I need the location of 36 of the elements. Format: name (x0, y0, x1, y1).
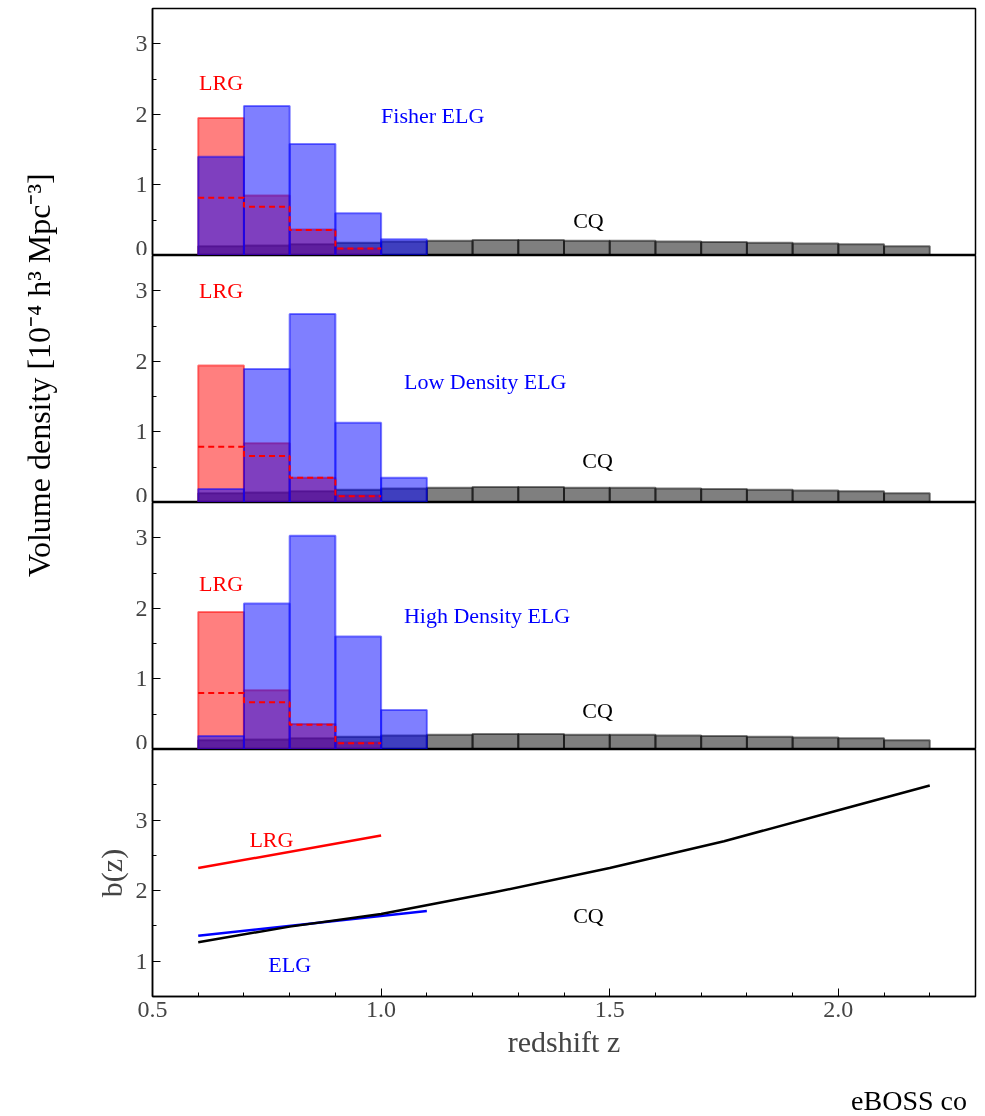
x-tick-label: 1.0 (366, 995, 397, 1022)
series-label: LRG (249, 827, 294, 853)
series-label: LRG (199, 70, 244, 96)
series-label: CQ (582, 698, 613, 724)
y-tick-label: 3 (135, 30, 148, 57)
y-tick-label: 0 (135, 481, 148, 508)
y-tick-label: 1 (135, 171, 148, 198)
y-tick-label: 1 (135, 418, 148, 445)
y-tick-label: 3 (135, 524, 148, 551)
y-tick-label: 2 (135, 594, 148, 621)
y-tick-label: 2 (135, 877, 148, 904)
text: LRG (199, 278, 244, 304)
x-tick-label: 1.5 (594, 995, 625, 1022)
series-label: ELG (268, 952, 312, 978)
y-tick-label: 2 (135, 347, 148, 374)
series-label: Low Density ELG (403, 368, 567, 394)
y-tick-label: 1 (135, 665, 148, 692)
y-tick-label: 0 (135, 728, 148, 755)
y-tick-label: 0 (135, 234, 148, 261)
y-tick-label: 3 (135, 277, 148, 304)
series-label: CQ (573, 207, 604, 233)
text: eBOSS co (851, 1084, 967, 1116)
series-label: LRG (199, 571, 244, 597)
x-tick-label: 2.0 (823, 995, 854, 1022)
y-tick-label: 3 (135, 806, 148, 833)
y-axis-title: Volume density [10⁻⁴ h³ Mpc⁻³] (20, 173, 59, 577)
line-series (196, 784, 932, 944)
text: Fisher ELG (381, 103, 485, 129)
series-label: CQ (582, 447, 613, 473)
x-tick-label: 0.5 (137, 995, 168, 1022)
y-tick-label: 1 (135, 947, 148, 974)
x-axis-title: redshift z (507, 1024, 621, 1058)
series-label: CQ (573, 902, 604, 928)
y-tick-label: 2 (135, 100, 148, 127)
series-label: High Density ELG (403, 602, 571, 628)
y-axis-title: b(z) (94, 848, 129, 898)
